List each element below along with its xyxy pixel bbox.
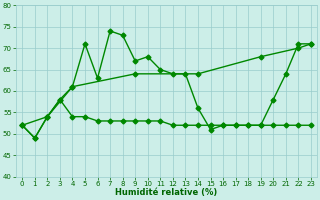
X-axis label: Humidité relative (%): Humidité relative (%) xyxy=(116,188,218,197)
